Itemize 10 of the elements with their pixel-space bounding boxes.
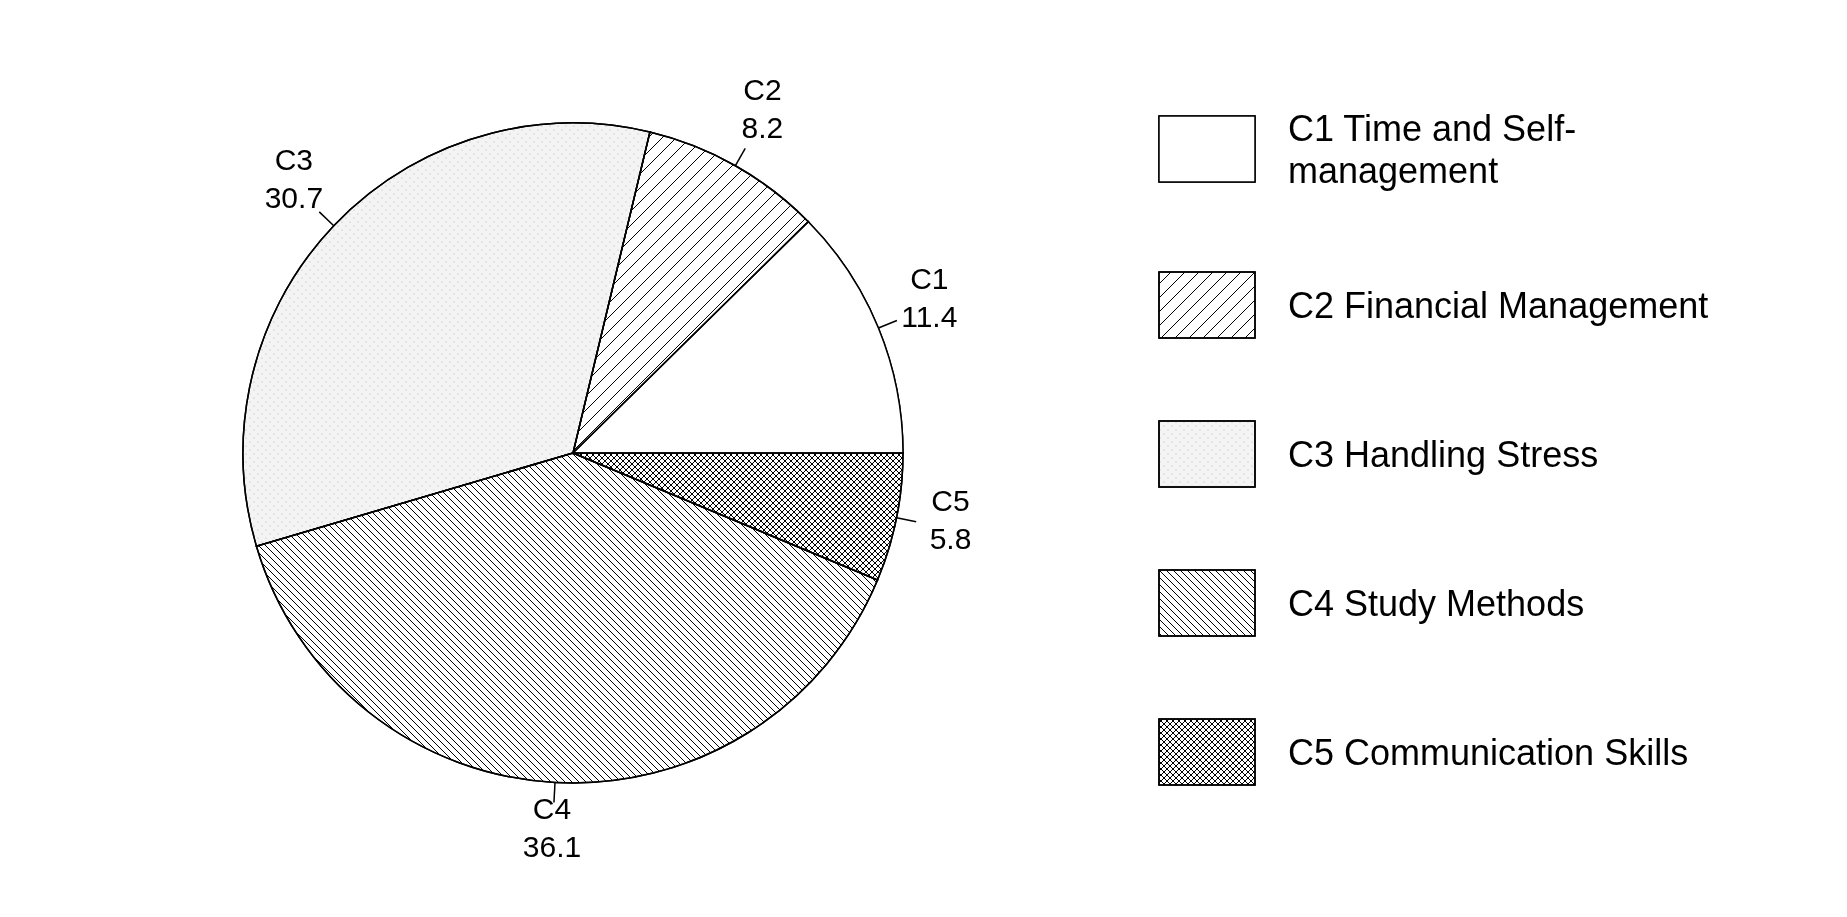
data-label: C3 30.7 bbox=[264, 142, 324, 214]
legend-label: C4 Study Methods bbox=[1288, 583, 1585, 626]
data-label: C4 36.1 bbox=[522, 792, 582, 864]
data-label: C1 11.4 bbox=[901, 262, 958, 334]
data-label: C2 8.2 bbox=[741, 72, 784, 144]
data-label: C5 5.8 bbox=[929, 483, 972, 555]
legend-label: C2 Financial Management bbox=[1288, 284, 1709, 327]
legend-label: C1 Time and Self-management bbox=[1288, 107, 1578, 192]
legend-label: C5 Communication Skills bbox=[1288, 732, 1689, 775]
legend-label: C3 Handling Stress bbox=[1288, 433, 1599, 476]
